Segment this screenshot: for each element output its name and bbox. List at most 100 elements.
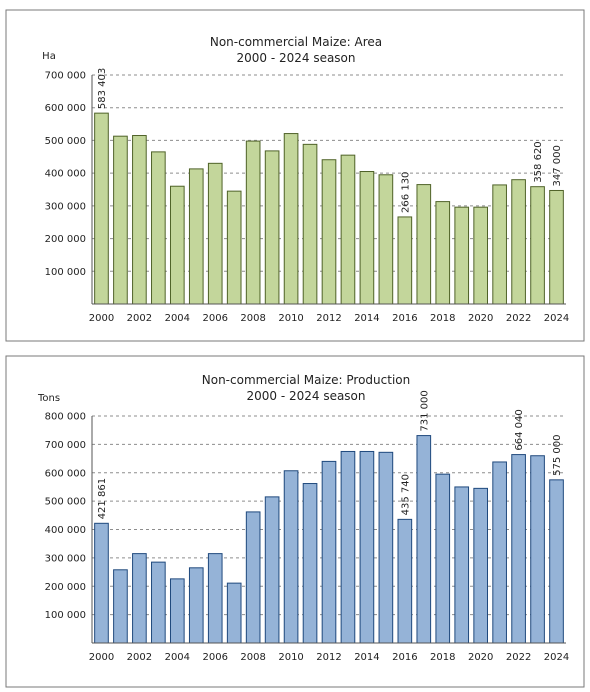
production-chart-bar (530, 455, 545, 644)
production-chart-x-tick-label: 2004 (165, 652, 190, 663)
area-chart-y-tick-label: 300 000 (45, 201, 86, 212)
area-chart-bar (454, 206, 470, 305)
production-chart-bars (94, 435, 564, 644)
area-chart-x-tick-label: 2022 (506, 313, 531, 324)
area-chart-panel: Non-commercial Maize: Area 2000 - 2024 s… (5, 9, 585, 342)
production-chart-data-label: 664 040 (514, 409, 525, 450)
area-chart-bar (549, 189, 564, 305)
area-chart-bar (397, 216, 413, 305)
area-chart-x-tick-label: 2008 (240, 313, 265, 324)
area-chart-bar (188, 168, 204, 305)
area-chart-bar (302, 143, 318, 305)
area-chart-x-tick-label: 2004 (165, 313, 190, 324)
production-chart-bar (302, 483, 318, 644)
production-chart-y-ticks: 100 000 200 000 300 000 400 000 500 000 600 0… (45, 412, 86, 622)
area-chart-bar (94, 112, 109, 305)
area-chart-data-label: 583 403 (97, 68, 108, 109)
area-chart-x-tick-label: 2016 (392, 313, 417, 324)
area-chart-y-tick-label: 700 000 (45, 71, 86, 82)
production-chart-data-label: 421 861 (97, 478, 108, 519)
area-chart-bar (151, 151, 166, 305)
production-chart-subtitle: 2000 - 2024 season (246, 389, 365, 403)
area-chart-bar (132, 135, 147, 305)
area-chart-bar (113, 135, 128, 305)
production-chart-x-tick-label: 2022 (506, 652, 531, 663)
production-chart-x-tick-label: 2020 (468, 652, 493, 663)
production-chart-y-tick-label: 300 000 (45, 553, 86, 564)
area-chart-x-tick-label: 2002 (127, 313, 152, 324)
area-chart-y-tick-label: 200 000 (45, 234, 86, 245)
production-chart-data-label: 575 000 (552, 434, 563, 475)
area-chart-x-tick-label: 2012 (316, 313, 341, 324)
production-chart-bar (151, 561, 166, 644)
production-chart-bar (397, 518, 413, 644)
production-chart-bar (435, 473, 451, 644)
production-chart-bar (169, 578, 185, 644)
area-chart-bar (511, 179, 526, 305)
production-chart-bar (94, 522, 109, 644)
production-chart-x-tick-label: 2016 (392, 652, 417, 663)
area-chart-bar (435, 201, 451, 305)
area-chart-x-tick-label: 2006 (203, 313, 228, 324)
production-chart-y-tick-label: 100 000 (45, 610, 86, 621)
area-chart-y-tick-label: 500 000 (45, 136, 86, 147)
production-chart-bar (264, 496, 280, 644)
production-chart-x-tick-label: 2002 (127, 652, 152, 663)
area-chart-y-tick-label: 400 000 (45, 169, 86, 180)
production-chart-title: Non-commercial Maize: Production (202, 373, 410, 387)
production-chart-bar (113, 569, 128, 644)
area-chart-subtitle: 2000 - 2024 season (236, 51, 355, 65)
production-chart-y-tick-label: 500 000 (45, 497, 86, 508)
production-chart-x-tick-label: 2000 (89, 652, 114, 663)
area-chart-x-tick-label: 2020 (468, 313, 493, 324)
production-chart-bar (132, 553, 147, 644)
production-chart-y-unit: Tons (37, 393, 60, 404)
production-chart-bar (359, 450, 375, 644)
area-chart-x-tick-label: 2018 (430, 313, 455, 324)
production-chart-bar (245, 511, 261, 644)
production-chart-x-tick-label: 2010 (278, 652, 303, 663)
production-chart-bar (340, 450, 356, 644)
area-chart-y-tick-label: 100 000 (45, 267, 86, 278)
production-chart-y-tick-label: 200 000 (45, 582, 86, 593)
area-chart-data-labels: 583 403 266 130 358 620 347 000 (97, 68, 563, 213)
production-chart-data-label: 435 740 (400, 474, 411, 515)
area-chart-bars (94, 112, 564, 305)
area-chart-x-ticks: 2000 2002 2004 2006 2008 2010 2012 2014 2016 2018… (89, 313, 569, 324)
production-chart-data-labels: 421 861 435 740 731 000 664 040 575 000 (97, 390, 563, 519)
area-chart-bar (245, 140, 261, 305)
production-chart-x-tick-label: 2024 (544, 652, 569, 663)
area-chart-title: Non-commercial Maize: Area (210, 35, 382, 49)
production-chart-bar (492, 461, 507, 644)
production-chart-bar (511, 454, 526, 644)
area-chart-y-ticks: 100 000 200 000 300 000 400 000 500 000 600 0… (45, 71, 86, 278)
production-chart-y-tick-label: 800 000 (45, 412, 86, 423)
area-chart-bar (473, 206, 489, 305)
production-chart-svg: Non-commercial Maize: Production 2000 - … (5, 355, 585, 688)
area-chart-data-label: 358 620 (533, 141, 544, 182)
production-chart-bar (207, 553, 223, 644)
area-chart-x-tick-label: 2024 (544, 313, 569, 324)
production-chart-x-tick-label: 2008 (240, 652, 265, 663)
area-chart-bar (207, 162, 223, 305)
area-chart-x-tick-label: 2014 (354, 313, 379, 324)
area-chart-data-label: 266 130 (400, 172, 411, 213)
area-chart-bar (492, 184, 507, 305)
production-chart-bar (283, 470, 299, 644)
production-chart-y-tick-label: 400 000 (45, 525, 86, 536)
area-chart-bar (169, 185, 185, 305)
area-chart-bar (416, 184, 432, 305)
area-chart-bar (226, 190, 242, 305)
production-chart-x-tick-label: 2012 (316, 652, 341, 663)
area-chart-bar (530, 186, 545, 305)
area-chart-data-label: 347 000 (552, 145, 563, 186)
production-chart-x-tick-label: 2006 (203, 652, 228, 663)
production-chart-y-tick-label: 600 000 (45, 468, 86, 479)
production-chart-x-ticks: 2000 2002 2004 2006 2008 2010 2012 2014 2016 2018… (89, 652, 569, 663)
area-chart-bar (264, 150, 280, 305)
area-chart-x-tick-label: 2000 (89, 313, 114, 324)
production-chart-bar (549, 479, 564, 644)
production-chart-y-tick-label: 700 000 (45, 440, 86, 451)
production-chart-x-tick-label: 2014 (354, 652, 379, 663)
production-chart-bar (226, 582, 242, 644)
